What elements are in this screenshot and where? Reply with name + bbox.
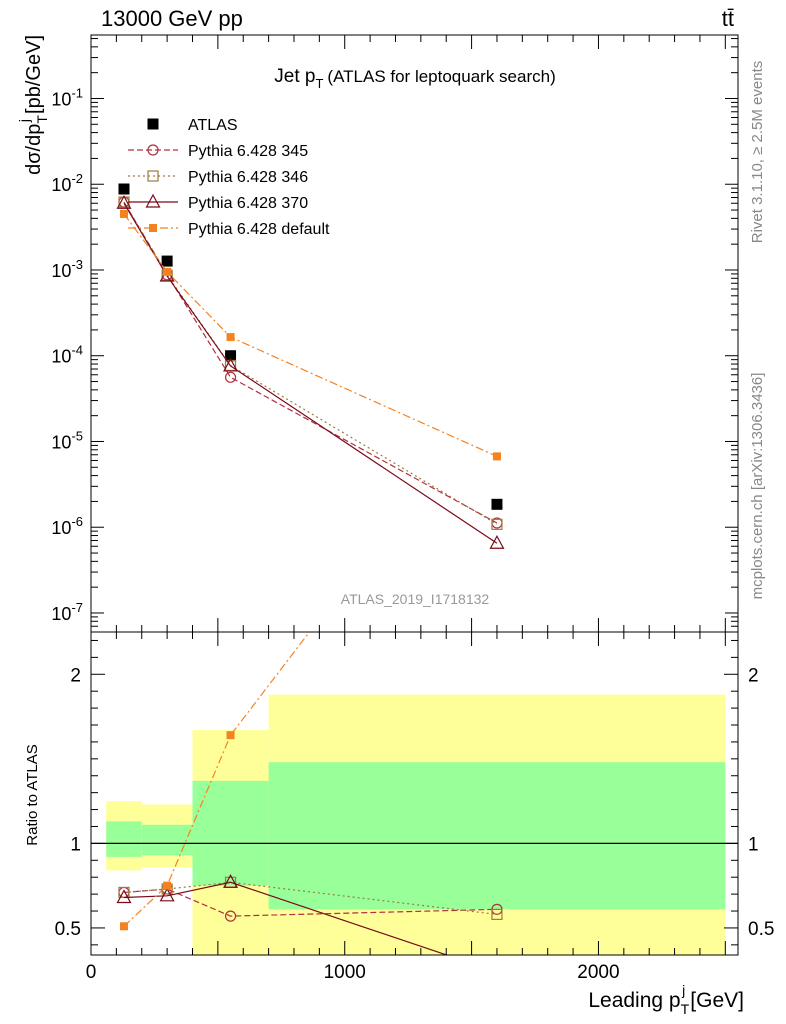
main-y-tick-label: 10-3 [51, 257, 83, 281]
ratio-y-axis-label: Ratio to ATLAS [24, 744, 41, 845]
series-line [123, 202, 498, 544]
main-y-axis-label: dσ/dpTj[pb/GeV] [16, 35, 50, 175]
legend-marker [147, 118, 159, 130]
data-point [119, 209, 128, 218]
series-0-group [118, 183, 503, 510]
header-right: tt̄ [722, 6, 734, 31]
main-axes: 10-7 10-6 10-5 10-4 10-3 10-2 10-1 [51, 35, 738, 632]
ratio-point [224, 910, 237, 922]
main-panel: 10-7 10-6 10-5 10-4 10-3 10-2 10-1 Jet pT (ATLA… [16, 34, 739, 633]
series-1-group [118, 196, 503, 529]
main-y-tick-label: 10-6 [51, 514, 83, 538]
uncertainty-band-inner [106, 821, 142, 857]
data-point [163, 267, 172, 276]
ratio-point [493, 383, 501, 391]
mcplots-label: mcplots.cern.ch [arXiv:1306.3436] [749, 373, 766, 600]
legend-label: Pythia 6.428 default [188, 221, 330, 238]
ratio-line [123, 881, 449, 955]
series-line [123, 201, 498, 524]
legend-label: Pythia 6.428 346 [188, 169, 308, 186]
data-point [492, 452, 501, 461]
ratio-y-tick-label-left: 0.5 [55, 919, 81, 940]
legend-label: Pythia 6.428 370 [188, 195, 308, 212]
main-y-tick-label: 10-1 [51, 85, 83, 109]
data-point [491, 518, 503, 530]
main-title: Jet pT (ATLAS for leptoquark search) [274, 66, 556, 91]
data-point [226, 333, 235, 342]
ratio-frame [90, 631, 739, 956]
ratio-point [491, 908, 503, 921]
ratio-y-tick-label-right: 1 [748, 834, 759, 855]
ratio-plot-area [91, 383, 738, 977]
rivet-label: Rivet 3.1.10, ≥ 2.5M events [749, 61, 766, 244]
ratio-point [116, 889, 132, 904]
data-point [116, 194, 132, 209]
legend-label: Pythia 6.428 345 [188, 143, 308, 160]
series-line [123, 213, 498, 457]
ratio-panel: 0.5 0.5 1 1 2 2 0 1000 2000 Ratio to ATLAS Leadi… [24, 383, 774, 1017]
x-tick-label: 1000 [324, 962, 366, 983]
header-left: 13000 GeV pp [101, 6, 243, 31]
ratio-series-3-group [119, 383, 501, 931]
ratio-y-tick-label-right: 2 [748, 665, 759, 686]
ratio-point [159, 887, 175, 902]
data-point [224, 371, 237, 383]
ratio-line [123, 632, 311, 927]
data-point [225, 350, 237, 362]
data-point [118, 183, 130, 195]
ratio-y-tick-label-right: 0.5 [748, 919, 774, 940]
ratio-point [490, 965, 503, 977]
series-4-group [119, 209, 501, 461]
uncertainty-band-inner [192, 780, 269, 886]
series-line [123, 201, 498, 525]
ratio-y-tick-label-left: 2 [70, 665, 81, 686]
ratio-point [223, 874, 239, 888]
ratio-point [163, 881, 172, 890]
ratio-y-tick-label-left: 1 [70, 834, 81, 855]
x-tick-label: 0 [86, 962, 97, 983]
ratio-point [119, 922, 128, 931]
main-y-tick-label: 10-4 [51, 343, 83, 367]
ratio-line [123, 881, 498, 916]
analysis-watermark: ATLAS_2019_I1718132 [341, 591, 490, 607]
series-2-group [118, 196, 503, 530]
main-y-tick-label: 10-2 [51, 171, 83, 195]
ratio-axes: 0.5 0.5 1 1 2 2 0 1000 2000 [55, 632, 774, 983]
ratio-series-2-group [116, 874, 503, 977]
data-point [223, 357, 239, 372]
main-y-tick-label: 10-5 [51, 428, 83, 452]
main-plot-area [116, 183, 505, 549]
legend-label: ATLAS [188, 117, 238, 134]
ratio-point [226, 731, 235, 740]
x-tick-label: 2000 [577, 962, 619, 983]
x-axis-label: Leading pTj [GeV] [588, 982, 744, 1017]
data-point [491, 498, 503, 510]
legend: ATLAS Pythia 6.428 345 Pythia 6.428 346 Pyt… [128, 117, 330, 238]
uncertainty-band-inner [268, 762, 726, 910]
uncertainty-band-inner [141, 824, 193, 856]
legend-marker [147, 144, 159, 156]
data-point [489, 535, 505, 549]
legend-marker [149, 224, 157, 232]
legend-marker [147, 170, 159, 182]
data-point [161, 255, 173, 267]
legend-marker [145, 193, 161, 208]
main-y-tick-label: 10-7 [51, 600, 83, 624]
